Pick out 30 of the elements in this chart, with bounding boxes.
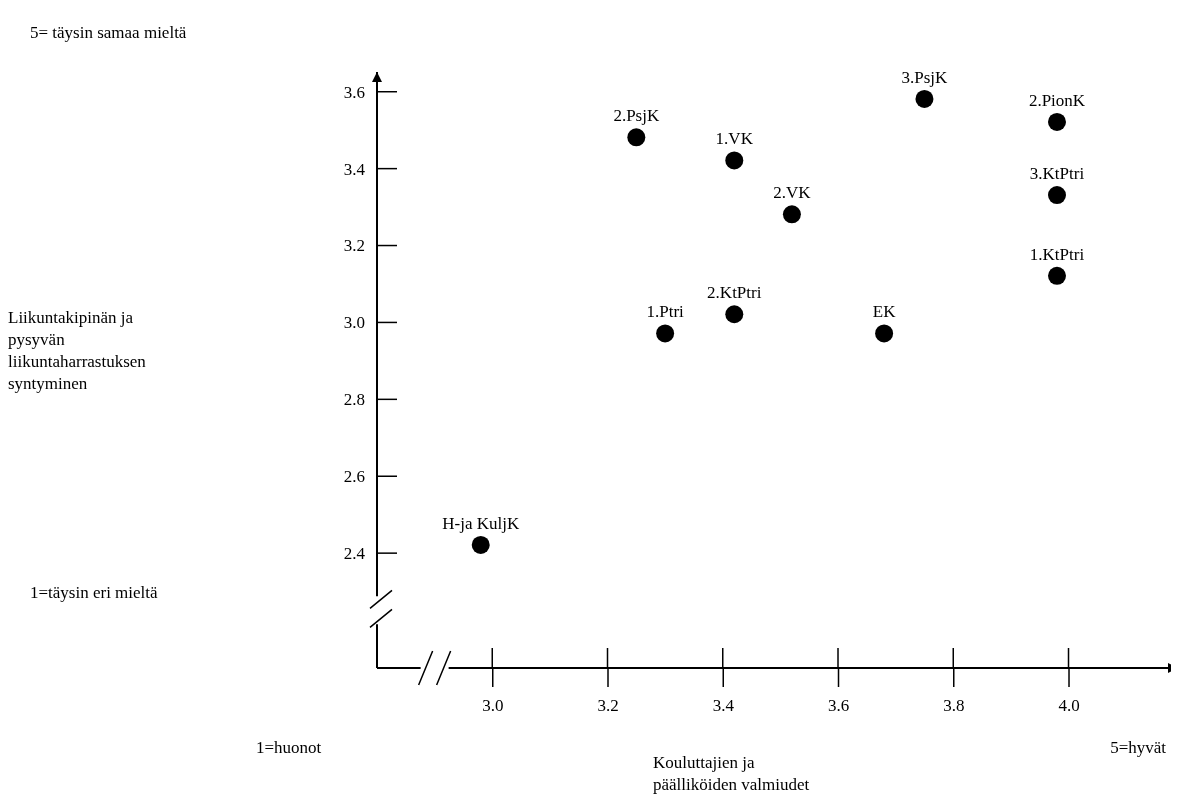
x-tick-label: 3.2 — [597, 696, 619, 716]
y-tick-label: 3.2 — [343, 236, 365, 256]
text: 1=huonot — [256, 738, 322, 757]
x-tick-label: 3.8 — [943, 696, 965, 716]
annotation: 1.VK — [715, 129, 754, 149]
y-tick-label: 3.0 — [343, 313, 365, 333]
x-axis-title: Kouluttajien ja päälliköiden valmiudet — [653, 753, 810, 794]
annotation: 2.VK — [773, 183, 812, 203]
x-tick-label: 3.6 — [827, 696, 850, 716]
annotation: H-ja KuljK — [442, 513, 520, 533]
annotation: 1.KtPtri — [1029, 244, 1085, 264]
annotation: 2.PsjK — [613, 106, 660, 126]
text: Liikuntakipinän ja pysyvän liikuntaharrastuksen syntyminen — [8, 308, 147, 393]
text: 1=täysin eri mieltä — [30, 583, 159, 602]
x-tick-label: 3.4 — [712, 696, 735, 716]
annotation: 2.PionK — [1028, 90, 1086, 110]
y-tick-label: 2.4 — [343, 544, 366, 564]
x-tick-label: 4.0 — [1058, 696, 1080, 716]
annotation: 1.Ptri — [646, 302, 685, 322]
y-tick-label: 3.6 — [343, 82, 365, 102]
annotation: 3.PsjK — [901, 67, 949, 87]
annotation: EK — [872, 302, 897, 322]
y-tick-label: 2.6 — [343, 467, 365, 487]
text: 5=hyvät — [1110, 738, 1167, 757]
text: 5= täysin samaa mieltä — [30, 23, 187, 42]
x-tick-label: 3.0 — [482, 696, 504, 716]
annotation: 3.KtPtri — [1029, 164, 1085, 184]
annotation: 2.KtPtri — [707, 283, 762, 303]
y-tick-label: 3.4 — [343, 159, 366, 179]
y-tick-label: 2.8 — [343, 390, 365, 410]
